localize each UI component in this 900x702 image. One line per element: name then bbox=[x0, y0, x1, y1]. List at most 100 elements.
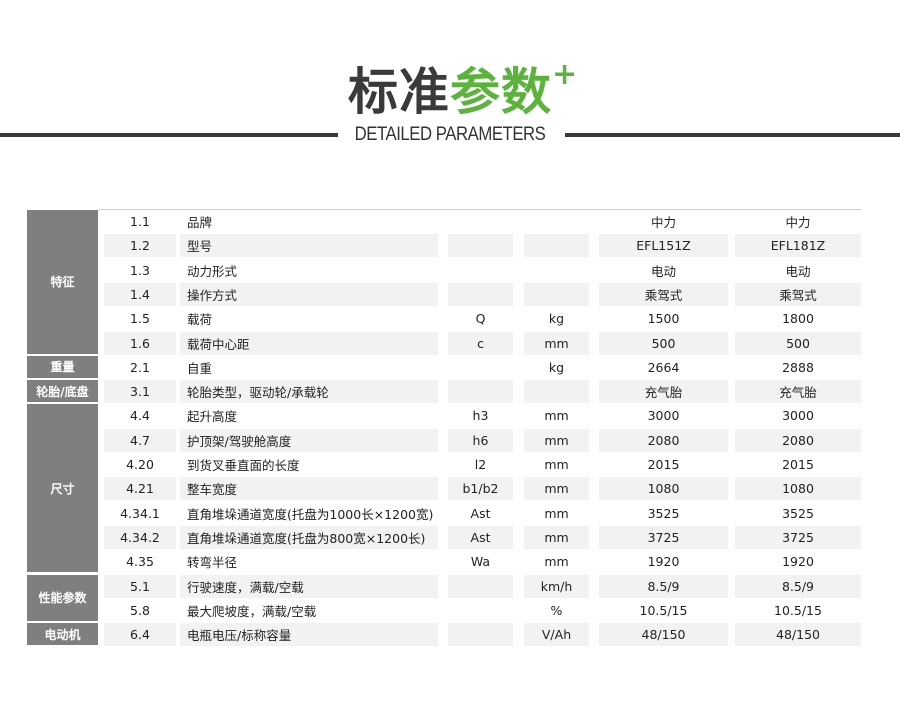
param-name: 轮胎类型，驱动轮/承载轮 bbox=[180, 380, 438, 404]
model-1-value: 1080 bbox=[599, 477, 728, 501]
param-symbol: b1/b2 bbox=[448, 477, 513, 501]
plus-icon: + bbox=[552, 57, 578, 92]
model-1-value: 48/150 bbox=[599, 623, 728, 647]
param-name: 最大爬坡度，满载/空载 bbox=[187, 603, 317, 619]
param-name: 整车宽度 bbox=[180, 477, 438, 501]
table-row: 1.3 动力形式 电动 电动 bbox=[0, 259, 900, 283]
table-row: 1.1 品牌 中力 中力 bbox=[0, 210, 900, 234]
param-symbol bbox=[448, 259, 513, 282]
param-unit: mm bbox=[524, 331, 589, 355]
model-2-value: 8.5/9 bbox=[735, 574, 861, 598]
group-label: 尺寸 bbox=[27, 404, 98, 575]
param-name: 护顶架/驾驶舱高度 bbox=[180, 428, 438, 452]
table-row: 6.4 电瓶电压/标称容量 V/Ah 48/150 48/150 bbox=[0, 623, 900, 647]
param-name: 品牌 bbox=[187, 215, 213, 230]
model-1-value: 2080 bbox=[599, 428, 728, 452]
param-no: 4.4 bbox=[130, 408, 150, 424]
param-unit: mm bbox=[524, 477, 589, 501]
param-no: 4.20 bbox=[126, 457, 154, 472]
model-1-value: 2664 bbox=[647, 359, 680, 375]
param-unit bbox=[524, 259, 589, 282]
param-no: 1.2 bbox=[104, 234, 176, 258]
model-1-value: 3000 bbox=[647, 408, 680, 424]
model-2-value: 3000 bbox=[782, 408, 814, 424]
param-unit: mm bbox=[544, 408, 569, 424]
param-unit bbox=[524, 282, 589, 306]
model-1-value: 500 bbox=[599, 331, 728, 355]
param-symbol bbox=[448, 599, 513, 622]
model-1-value: 8.5/9 bbox=[599, 574, 728, 598]
param-unit: % bbox=[550, 602, 563, 618]
divider-right bbox=[565, 133, 900, 137]
page-title: 标准参数 bbox=[348, 63, 552, 121]
model-2-value: 48/150 bbox=[735, 623, 861, 647]
param-name: 自重 bbox=[187, 360, 213, 376]
model-2-value: 2080 bbox=[735, 428, 861, 452]
group-label: 轮胎/底盘 bbox=[27, 380, 98, 405]
model-2-value: 500 bbox=[735, 331, 861, 355]
table-row: 1.2 型号 EFL151Z EFL181Z bbox=[0, 234, 900, 258]
model-1-value: 10.5/15 bbox=[639, 602, 688, 618]
param-unit: mm bbox=[524, 525, 589, 549]
table-row: 4.34.1 直角堆垛通道宽度(托盘为1000长×1200宽) Ast mm 3525 3… bbox=[0, 502, 900, 526]
param-symbol: Ast bbox=[448, 525, 513, 549]
param-unit bbox=[524, 210, 589, 233]
param-name: 行驶速度，满载/空载 bbox=[180, 574, 438, 598]
table-row: 1.4 操作方式 乘驾式 乘驾式 bbox=[0, 282, 900, 307]
param-symbol bbox=[448, 210, 513, 233]
table-row: 4.7 护顶架/驾驶舱高度 h6 mm 2080 2080 bbox=[0, 428, 900, 453]
table-row: 5.1 行驶速度，满载/空载 km/h 8.5/9 8.5/9 bbox=[0, 574, 900, 599]
param-unit: mm bbox=[524, 428, 589, 452]
model-1-value: 中力 bbox=[650, 215, 676, 230]
page-subtitle: DETAILED PARAMETERS bbox=[354, 124, 546, 145]
param-no: 5.8 bbox=[130, 602, 150, 618]
param-no: 4.34.2 bbox=[104, 525, 176, 549]
param-unit bbox=[524, 234, 589, 258]
param-name: 直角堆垛通道宽度(托盘为800宽×1200长) bbox=[180, 525, 438, 549]
param-symbol: c bbox=[448, 331, 513, 355]
model-1-value: 2015 bbox=[647, 457, 680, 472]
param-name: 载荷中心距 bbox=[180, 331, 438, 355]
param-no: 1.6 bbox=[104, 331, 176, 355]
model-2-value: 2015 bbox=[782, 457, 814, 472]
param-unit: kg bbox=[548, 359, 565, 375]
divider-left bbox=[0, 133, 338, 137]
param-no: 6.4 bbox=[104, 623, 176, 647]
model-2-value: 中力 bbox=[785, 215, 811, 230]
table-row: 1.6 载荷中心距 c mm 500 500 bbox=[0, 331, 900, 356]
model-2-value: 2888 bbox=[782, 359, 814, 375]
param-no: 4.21 bbox=[104, 477, 176, 501]
model-2-value: 1800 bbox=[782, 311, 814, 327]
model-1-value: 1920 bbox=[647, 554, 680, 570]
param-symbol bbox=[448, 623, 513, 647]
param-unit: mm bbox=[544, 457, 569, 472]
model-2-value: 充气胎 bbox=[735, 380, 861, 404]
model-1-value: 1500 bbox=[647, 311, 680, 327]
param-name: 操作方式 bbox=[180, 282, 438, 306]
model-1-value: 乘驾式 bbox=[599, 282, 728, 306]
param-name: 到货叉垂直面的长度 bbox=[187, 458, 300, 473]
param-no: 1.4 bbox=[104, 282, 176, 306]
param-name: 直角堆垛通道宽度(托盘为1000长×1200宽) bbox=[187, 506, 434, 522]
param-no: 5.1 bbox=[104, 574, 176, 598]
param-symbol bbox=[448, 380, 513, 404]
model-2-value: 10.5/15 bbox=[774, 602, 822, 618]
param-unit: km/h bbox=[524, 574, 589, 598]
model-1-value: 3725 bbox=[599, 525, 728, 549]
param-name: 型号 bbox=[180, 234, 438, 258]
table-row: 2.1 自重 kg 2664 2888 bbox=[0, 356, 900, 380]
table-row: 3.1 轮胎类型，驱动轮/承载轮 充气胎 充气胎 bbox=[0, 380, 900, 404]
param-name: 动力形式 bbox=[187, 263, 238, 279]
param-name: 转弯半径 bbox=[187, 555, 238, 571]
param-symbol bbox=[448, 574, 513, 598]
group-label: 电动机 bbox=[27, 623, 98, 648]
table-row: 4.4 起升高度 h3 mm 3000 3000 bbox=[0, 404, 900, 428]
model-1-value: 3525 bbox=[647, 505, 680, 521]
table-row: 4.21 整车宽度 b1/b2 mm 1080 1080 bbox=[0, 477, 900, 501]
param-no: 1.5 bbox=[130, 311, 150, 327]
param-symbol: h3 bbox=[472, 408, 489, 424]
table-top-border bbox=[98, 209, 861, 210]
param-symbol bbox=[448, 356, 513, 379]
param-symbol bbox=[448, 282, 513, 306]
